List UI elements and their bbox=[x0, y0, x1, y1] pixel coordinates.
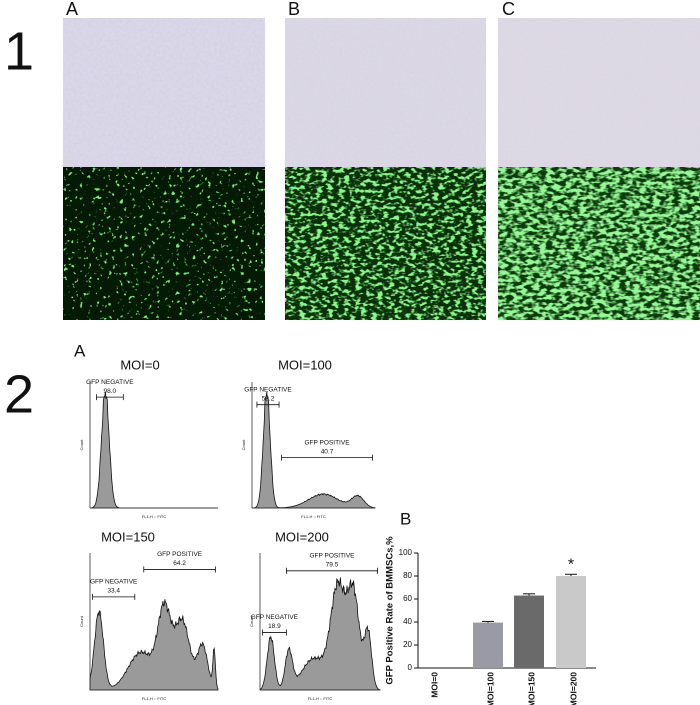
brightfield-texture bbox=[285, 18, 486, 167]
gate-name: GFP POSITIVE bbox=[305, 439, 351, 446]
gate-value: 18.9 bbox=[268, 623, 281, 630]
gate-value: 40.7 bbox=[321, 448, 334, 455]
x-tick-label: MOI=0 bbox=[429, 672, 439, 698]
gate-value: 58.2 bbox=[262, 395, 275, 402]
y-tick-label: 40 bbox=[403, 617, 412, 626]
fluorescence-texture bbox=[63, 167, 265, 320]
gate-value: 33.4 bbox=[107, 588, 120, 595]
bar bbox=[473, 622, 503, 668]
brightfield-texture bbox=[63, 18, 265, 167]
fluorescence-texture bbox=[285, 167, 486, 320]
gate-name: GFP NEGATIVE bbox=[90, 579, 138, 586]
gate-name: GFP NEGATIVE bbox=[244, 386, 292, 393]
panel-label: B bbox=[400, 509, 411, 528]
x-tick-label: MOI=100 bbox=[485, 672, 495, 705]
fluorescence-texture bbox=[498, 167, 700, 320]
gate-value: 79.5 bbox=[326, 562, 339, 569]
bar bbox=[556, 576, 586, 668]
histogram-title: MOI=100 bbox=[278, 357, 332, 372]
significance-mark: * bbox=[568, 556, 574, 573]
histogram-area bbox=[259, 577, 381, 691]
panel-label: A bbox=[66, 0, 78, 19]
panel-label: A bbox=[74, 341, 86, 360]
brightfield-texture bbox=[498, 18, 700, 167]
axis-label: FL1-H :: FITC bbox=[142, 696, 167, 701]
y-axis-label: GFP Positive Rate of BMMSCs,% bbox=[385, 536, 396, 685]
x-tick-label: MOI=150 bbox=[526, 672, 536, 705]
gate-value: 64.2 bbox=[173, 560, 186, 567]
gate-name: GFP POSITIVE bbox=[309, 553, 355, 560]
axis-label: FL1-H :: FITC bbox=[308, 696, 333, 701]
micrographs bbox=[63, 18, 700, 320]
bar bbox=[514, 595, 544, 668]
axis-label: FL1-H :: FITC bbox=[301, 514, 326, 519]
y-tick-label: 100 bbox=[399, 548, 413, 557]
histogram-title: MOI=0 bbox=[120, 357, 159, 372]
gate-name: GFP NEGATIVE bbox=[251, 614, 299, 621]
axis-label: Count bbox=[79, 439, 84, 451]
histogram-title: MOI=200 bbox=[275, 529, 329, 544]
axis-label: FL1-H :: FITC bbox=[142, 514, 167, 519]
histogram-area bbox=[89, 392, 218, 509]
axis-label: Count bbox=[241, 439, 246, 451]
y-tick-label: 20 bbox=[403, 640, 412, 649]
panel-label: B bbox=[288, 0, 300, 19]
y-tick-label: 0 bbox=[408, 663, 413, 672]
gate-name: GFP POSITIVE bbox=[157, 551, 203, 558]
y-tick-label: 80 bbox=[403, 571, 412, 580]
gate-name: GFP NEGATIVE bbox=[86, 379, 134, 386]
row-label: 2 bbox=[4, 364, 34, 424]
histogram-title: MOI=150 bbox=[101, 529, 155, 544]
x-tick-label: MOI=200 bbox=[568, 672, 578, 705]
row-label: 1 bbox=[4, 21, 34, 81]
gate-value: 98.0 bbox=[104, 388, 117, 395]
histogram-area bbox=[89, 599, 219, 691]
axis-label: Count bbox=[249, 615, 254, 627]
y-tick-label: 60 bbox=[403, 594, 412, 603]
panel-label: C bbox=[502, 0, 515, 19]
axis-label: Count bbox=[79, 615, 84, 627]
histogram-area bbox=[252, 392, 376, 509]
